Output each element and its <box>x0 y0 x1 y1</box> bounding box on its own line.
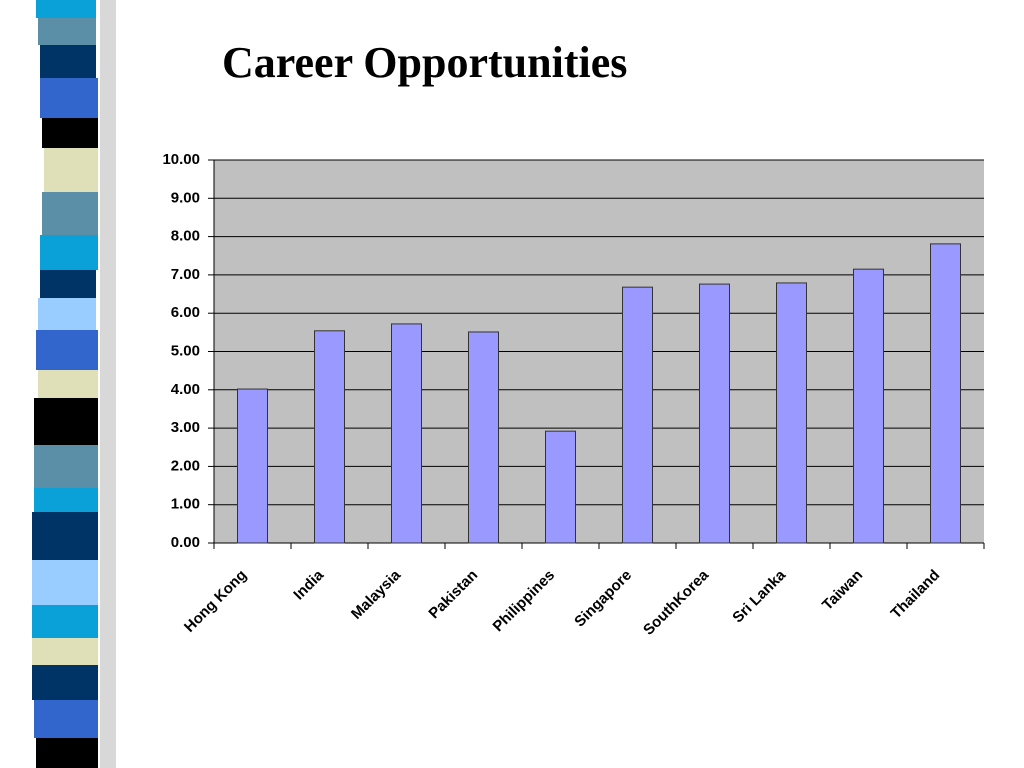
bar <box>391 323 422 544</box>
stripe-block <box>32 638 98 665</box>
y-tick-label: 1.00 <box>171 496 200 513</box>
stripe-block <box>38 18 96 45</box>
x-tick-label: Singapore <box>571 567 635 631</box>
y-tick-label: 5.00 <box>171 342 200 359</box>
y-tick-label: 0.00 <box>171 534 200 551</box>
stripe-block <box>40 235 98 270</box>
x-tick-label: Thailand <box>888 567 944 623</box>
stripe-block <box>38 298 96 330</box>
y-tick-label: 7.00 <box>171 266 200 283</box>
stripe-block <box>36 0 96 18</box>
stripe-block <box>32 512 98 560</box>
x-tick-label: Taiwan <box>819 567 866 614</box>
bar <box>622 286 653 544</box>
stripe-block <box>40 45 96 78</box>
stripe-block <box>34 488 98 512</box>
stripe-block <box>32 665 98 700</box>
y-tick-label: 10.00 <box>162 151 200 168</box>
x-tick-label: Philippines <box>490 567 559 636</box>
y-tick-label: 3.00 <box>171 419 200 436</box>
stripe-block <box>40 270 96 298</box>
x-tick-label: Pakistan <box>425 567 481 623</box>
stripe-block <box>34 398 98 445</box>
bar <box>314 330 345 544</box>
y-tick-label: 6.00 <box>171 304 200 321</box>
decorative-stripe <box>32 0 116 768</box>
y-tick-label: 2.00 <box>171 457 200 474</box>
x-tick-label: SouthKorea <box>640 566 713 639</box>
chart-title: Career Opportunities <box>222 38 627 87</box>
bar <box>545 430 576 544</box>
stripe-block <box>36 738 98 768</box>
bar <box>930 243 961 544</box>
y-tick-label: 9.00 <box>171 189 200 206</box>
stripe-block <box>36 330 98 370</box>
bar <box>468 331 499 544</box>
bar <box>853 268 884 544</box>
stripe-block <box>34 445 98 488</box>
stripe-block <box>32 560 98 605</box>
bar <box>699 283 730 544</box>
x-tick-label: Sri Lanka <box>729 566 789 626</box>
stripe-shadow <box>100 0 116 768</box>
stripe-block <box>44 148 98 192</box>
y-tick-label: 8.00 <box>171 228 200 245</box>
stripe-block <box>40 78 98 118</box>
stripe-block <box>38 370 98 398</box>
bar <box>237 388 268 544</box>
bar <box>776 282 807 544</box>
x-tick-label: Hong Kong <box>181 567 250 636</box>
x-tick-label: Malaysia <box>348 566 405 623</box>
stripe-block <box>34 700 98 738</box>
stripe-block <box>42 192 98 235</box>
stripe-block <box>32 605 98 638</box>
stripe-block <box>42 118 98 148</box>
x-tick-label: India <box>290 566 327 603</box>
y-tick-label: 4.00 <box>171 381 200 398</box>
